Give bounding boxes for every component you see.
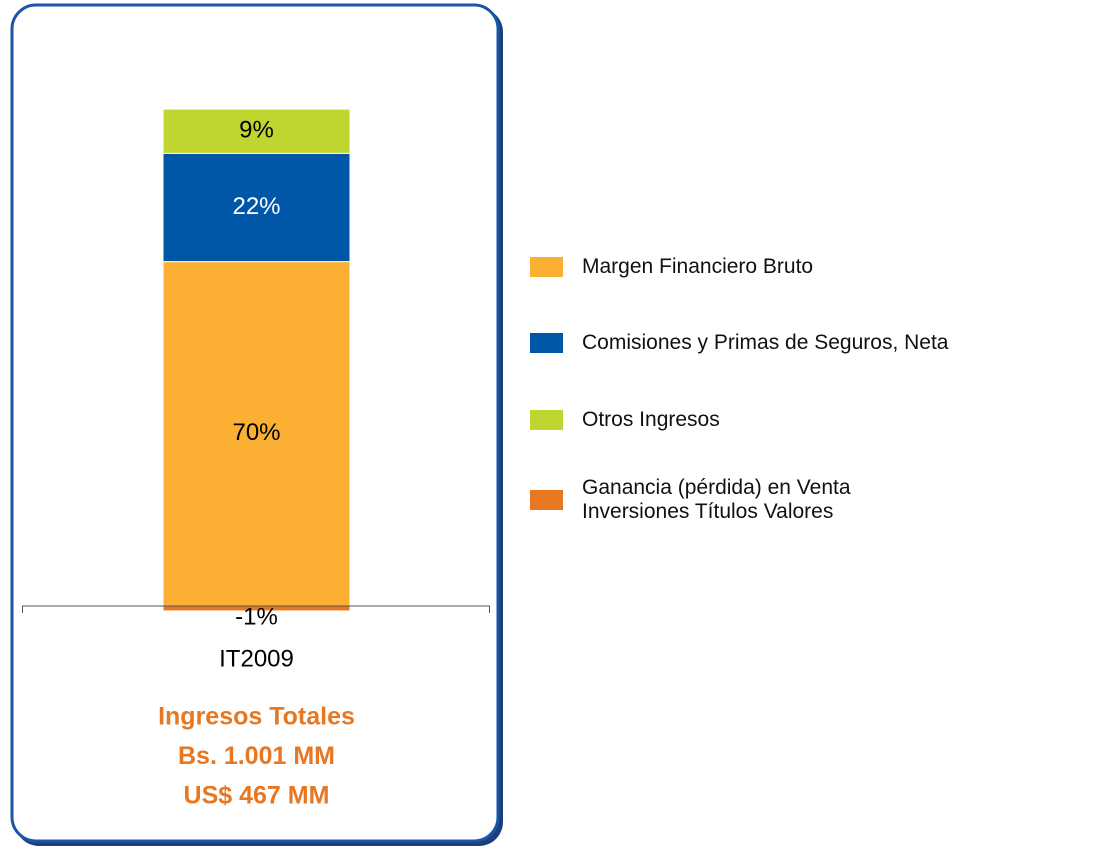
legend-label: Comisiones y Primas de Seguros, Neta <box>582 331 949 354</box>
x-tick-label: IT2009 <box>219 645 294 672</box>
legend-item: Comisiones y Primas de Seguros, Neta <box>530 331 949 355</box>
legend-item: Ganancia (pérdida) en Venta Inversiones … <box>530 476 962 524</box>
legend-swatch <box>530 490 563 510</box>
legend-swatch <box>530 410 563 430</box>
bar-segment <box>162 261 351 607</box>
legend-swatch <box>530 333 563 353</box>
bar-segment <box>162 108 351 154</box>
legend-label: Otros Ingresos <box>582 408 720 431</box>
data-label: 22% <box>232 193 280 220</box>
data-label: 70% <box>232 419 280 446</box>
annotation: US$ 467 MM <box>184 782 330 810</box>
legend-label: Ganancia (pérdida) en Venta Inversiones … <box>582 476 851 523</box>
annotation: Bs. 1.001 MM <box>178 742 335 770</box>
bar-segment <box>162 152 351 263</box>
legend-item: Otros Ingresos <box>530 408 720 432</box>
data-label: 9% <box>239 117 274 144</box>
annotation: Ingresos Totales <box>158 703 355 731</box>
legend-swatch <box>530 257 563 277</box>
legend-label: Margen Financiero Bruto <box>582 255 814 278</box>
legend-item: Margen Financiero Bruto <box>530 255 813 279</box>
data-label: -1% <box>235 603 278 630</box>
